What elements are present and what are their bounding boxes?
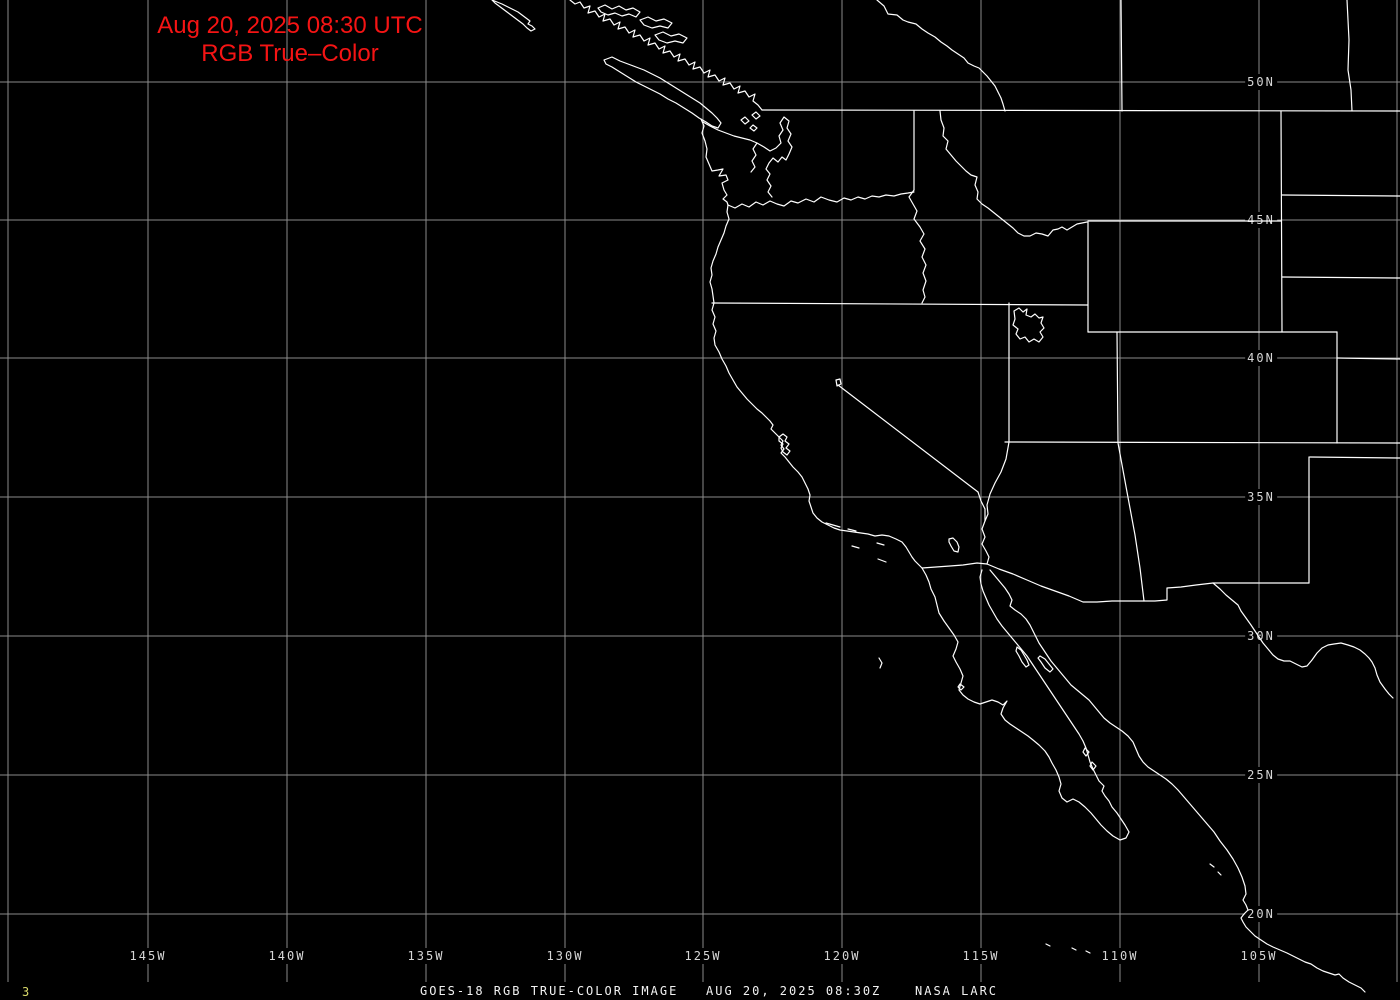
longitude-label: 115W [960,948,1002,964]
latitude-label: 40N [1245,350,1277,366]
title-product: RGB True–Color [201,40,379,67]
longitude-label: 125W [682,948,724,964]
longitude-label: 110W [1099,948,1141,964]
latitude-label: 25N [1245,767,1277,783]
longitude-label: 145W [127,948,169,964]
longitude-label: 105W [1238,948,1280,964]
latitude-label: 50N [1245,74,1277,90]
latitude-label: 30N [1245,628,1277,644]
title-overlay: Aug 20, 2025 08:30 UTC RGB True–Color [125,12,455,68]
longitude-label: 135W [405,948,447,964]
footer-credit: NASA LARC [915,984,999,998]
frame-number-watermark: 3 [22,985,31,999]
latitude-label: 45N [1245,212,1277,228]
title-datetime: Aug 20, 2025 08:30 UTC [157,12,423,39]
longitude-label: 120W [821,948,863,964]
longitude-label: 140W [266,948,308,964]
latitude-label: 35N [1245,489,1277,505]
longitude-label: 130W [544,948,586,964]
footer-product-label: GOES-18 RGB TRUE-COLOR IMAGE [420,984,679,998]
footer-timestamp: AUG 20, 2025 08:30Z [706,984,882,998]
latitude-label: 20N [1245,906,1277,922]
